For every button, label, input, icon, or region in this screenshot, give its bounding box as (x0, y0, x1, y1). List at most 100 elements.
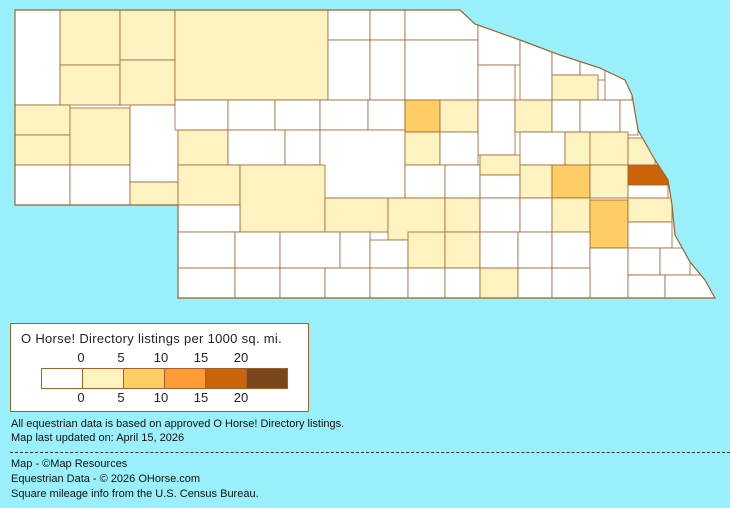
county[interactable] (279, 267, 326, 298)
county[interactable] (627, 197, 673, 223)
county[interactable] (174, 99, 229, 131)
county[interactable] (627, 247, 661, 276)
county[interactable] (369, 267, 409, 298)
county[interactable] (177, 231, 236, 269)
county[interactable] (327, 39, 371, 101)
census-credit: Square mileage info from the U.S. Census… (11, 488, 259, 500)
county[interactable] (369, 39, 406, 101)
county[interactable] (15, 10, 61, 106)
county[interactable] (439, 131, 479, 166)
county[interactable] (69, 107, 131, 166)
county[interactable] (444, 231, 481, 269)
county[interactable] (284, 129, 321, 166)
data-credit: Equestrian Data - © 2026 OHorse.com (11, 473, 201, 485)
county[interactable] (119, 10, 176, 61)
county[interactable] (627, 274, 666, 298)
county[interactable] (404, 99, 441, 133)
county[interactable] (59, 64, 121, 106)
county[interactable] (479, 174, 521, 199)
county[interactable] (477, 99, 516, 156)
county[interactable] (564, 131, 591, 166)
county[interactable] (234, 267, 281, 298)
county[interactable] (129, 181, 179, 206)
county[interactable] (274, 99, 321, 131)
county[interactable] (339, 231, 371, 269)
county[interactable] (177, 129, 229, 166)
county[interactable] (404, 131, 441, 166)
county[interactable] (59, 10, 121, 66)
county[interactable] (477, 24, 521, 66)
county[interactable] (234, 231, 281, 269)
county[interactable] (15, 134, 71, 166)
county[interactable] (519, 131, 566, 166)
county[interactable] (551, 74, 599, 101)
county[interactable] (514, 99, 553, 133)
county[interactable] (119, 59, 176, 106)
county[interactable] (551, 164, 591, 199)
county[interactable] (369, 10, 406, 41)
county[interactable] (517, 231, 553, 269)
county[interactable] (407, 267, 446, 298)
county[interactable] (279, 231, 341, 269)
county[interactable] (589, 131, 629, 166)
county[interactable] (517, 267, 553, 298)
county[interactable] (664, 274, 715, 298)
divider (10, 452, 730, 453)
county[interactable] (439, 99, 479, 133)
county[interactable] (324, 197, 389, 233)
county[interactable] (319, 99, 369, 131)
county[interactable] (477, 64, 516, 101)
county[interactable] (627, 137, 656, 166)
county[interactable] (579, 99, 621, 133)
legend: O Horse! Directory listings per 1000 sq.… (10, 323, 309, 412)
county[interactable] (519, 164, 553, 199)
county[interactable] (627, 184, 669, 199)
county[interactable] (479, 267, 519, 298)
county[interactable] (444, 267, 481, 298)
county[interactable] (519, 197, 553, 233)
swatch (42, 369, 82, 388)
county[interactable] (15, 164, 71, 206)
county[interactable] (551, 231, 591, 269)
county[interactable] (407, 231, 446, 269)
county[interactable] (589, 199, 629, 249)
county[interactable] (239, 164, 326, 233)
county[interactable] (227, 129, 286, 166)
county[interactable] (15, 104, 71, 136)
county[interactable] (367, 99, 406, 131)
swatch (246, 369, 287, 388)
county[interactable] (369, 239, 409, 269)
county[interactable] (604, 64, 633, 101)
county[interactable] (319, 129, 406, 199)
county[interactable] (627, 164, 669, 186)
county[interactable] (177, 164, 241, 206)
swatch (123, 369, 164, 388)
county[interactable] (177, 267, 236, 298)
county[interactable] (589, 164, 629, 199)
county[interactable] (227, 99, 276, 131)
county[interactable] (327, 10, 371, 41)
county[interactable] (404, 39, 479, 101)
county[interactable] (659, 247, 691, 276)
county[interactable] (324, 267, 371, 298)
tick: 15 (193, 390, 209, 405)
county[interactable] (129, 104, 179, 183)
county[interactable] (551, 99, 581, 133)
county[interactable] (519, 34, 553, 101)
county[interactable] (444, 197, 481, 233)
county[interactable] (551, 197, 591, 233)
county[interactable] (404, 10, 479, 41)
county[interactable] (404, 164, 446, 199)
county[interactable] (479, 197, 521, 233)
swatch (164, 369, 205, 388)
county[interactable] (69, 164, 131, 206)
county[interactable] (479, 154, 526, 176)
county[interactable] (444, 164, 481, 199)
county[interactable] (174, 10, 329, 101)
tick: 0 (77, 390, 85, 405)
county[interactable] (627, 221, 673, 249)
county[interactable] (177, 204, 241, 233)
county[interactable] (479, 231, 519, 269)
county[interactable] (551, 267, 591, 298)
county[interactable] (589, 247, 629, 298)
